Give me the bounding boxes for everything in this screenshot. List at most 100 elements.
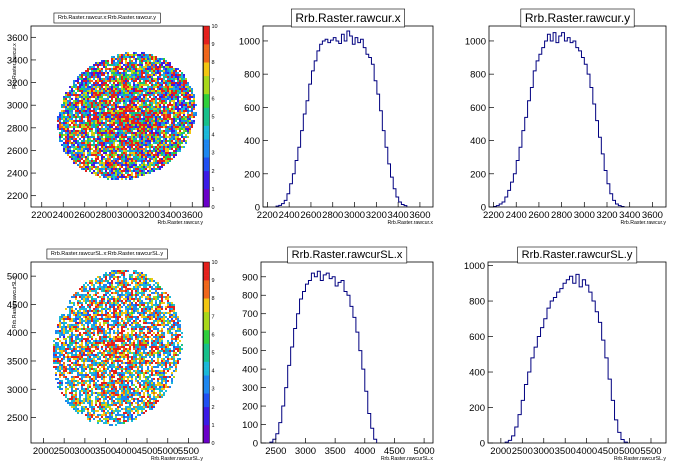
heatmap-cell bbox=[135, 288, 137, 290]
heatmap-cell bbox=[137, 144, 139, 146]
heatmap-cell bbox=[57, 124, 59, 126]
heatmap-cell bbox=[141, 82, 143, 84]
heatmap-cell bbox=[85, 108, 87, 110]
heatmap-cell bbox=[159, 320, 161, 322]
heatmap-cell bbox=[125, 126, 127, 128]
heatmap-cell bbox=[167, 318, 169, 320]
heatmap-cell bbox=[173, 106, 175, 108]
heatmap-cell bbox=[179, 108, 181, 110]
heatmap-cell bbox=[103, 174, 105, 176]
heatmap-cell bbox=[157, 72, 159, 74]
heatmap-cell bbox=[103, 308, 105, 310]
heatmap-cell bbox=[115, 176, 117, 178]
heatmap-cell bbox=[151, 134, 153, 136]
heatmap-cell bbox=[103, 110, 105, 112]
x-tick-label: 3600 bbox=[642, 210, 663, 221]
heatmap-cell bbox=[71, 98, 73, 100]
heatmap-cell bbox=[143, 100, 145, 102]
heatmap-cell bbox=[65, 332, 67, 334]
heatmap-cell bbox=[163, 138, 165, 140]
heatmap-cell bbox=[69, 124, 71, 126]
heatmap-cell bbox=[179, 70, 181, 72]
heatmap-cell bbox=[71, 340, 73, 342]
heatmap-cell bbox=[77, 292, 79, 294]
heatmap-cell bbox=[115, 164, 117, 166]
heatmap-cell bbox=[107, 60, 109, 62]
heatmap-cell bbox=[81, 338, 83, 340]
heatmap-cell bbox=[115, 140, 117, 142]
heatmap-cell bbox=[177, 68, 179, 70]
heatmap-cell bbox=[103, 64, 105, 66]
heatmap-cell bbox=[145, 286, 147, 288]
heatmap-cell bbox=[123, 284, 125, 286]
heatmap-cell bbox=[185, 108, 187, 110]
heatmap-cell bbox=[109, 332, 111, 334]
heatmap-cell bbox=[161, 330, 163, 332]
histogram-bin bbox=[377, 94, 380, 207]
heatmap-cell bbox=[115, 132, 117, 134]
heatmap-cell bbox=[171, 118, 173, 120]
heatmap-cell bbox=[115, 86, 117, 88]
heatmap-cell bbox=[101, 68, 103, 70]
heatmap-cell bbox=[71, 332, 73, 334]
heatmap-cell bbox=[89, 322, 91, 324]
heatmap-cell bbox=[191, 104, 193, 106]
heatmap-cell bbox=[141, 146, 143, 148]
heatmap-cell bbox=[175, 98, 177, 100]
heatmap-cell bbox=[109, 282, 111, 284]
heatmap-cell bbox=[141, 276, 143, 278]
heatmap-cell bbox=[159, 340, 161, 342]
heatmap-cell bbox=[129, 340, 131, 342]
heatmap-cell bbox=[171, 314, 173, 316]
heatmap-cell bbox=[145, 134, 147, 136]
heatmap-cell bbox=[77, 144, 79, 146]
heatmap-cell bbox=[129, 346, 131, 348]
heatmap-cell bbox=[113, 342, 115, 344]
heatmap-cell bbox=[105, 168, 107, 170]
heatmap-cell bbox=[121, 330, 123, 332]
heatmap-cell bbox=[155, 92, 157, 94]
heatmap-cell bbox=[81, 126, 83, 128]
heatmap-cell bbox=[117, 164, 119, 166]
heatmap-cell bbox=[127, 300, 129, 302]
heatmap-cell bbox=[179, 110, 181, 112]
heatmap-cell bbox=[83, 98, 85, 100]
heatmap-cell bbox=[133, 86, 135, 88]
heatmap-cell bbox=[155, 310, 157, 312]
heatmap-cell bbox=[69, 348, 71, 350]
heatmap-cell bbox=[153, 86, 155, 88]
heatmap-cell bbox=[167, 62, 169, 64]
histogram-bin bbox=[508, 190, 511, 207]
heatmap-cell bbox=[163, 346, 165, 348]
heatmap-cell bbox=[115, 88, 117, 90]
heatmap-cell bbox=[169, 308, 171, 310]
heatmap-cell bbox=[145, 136, 147, 138]
heatmap-cell bbox=[157, 58, 159, 60]
heatmap-cell bbox=[101, 174, 103, 176]
heatmap-cell bbox=[151, 116, 153, 118]
heatmap-cell bbox=[143, 110, 145, 112]
heatmap-cell bbox=[101, 80, 103, 82]
heatmap-cell bbox=[141, 126, 143, 128]
heatmap-cell bbox=[83, 116, 85, 118]
heatmap-cell bbox=[167, 148, 169, 150]
heatmap-cell bbox=[157, 306, 159, 308]
heatmap-cell bbox=[129, 92, 131, 94]
heatmap-cell bbox=[107, 280, 109, 282]
heatmap-cell bbox=[157, 104, 159, 106]
heatmap-cell bbox=[63, 124, 65, 126]
heatmap-cell bbox=[147, 98, 149, 100]
heatmap-cell bbox=[59, 354, 61, 356]
heatmap-cell bbox=[105, 322, 107, 324]
heatmap-cell bbox=[125, 298, 127, 300]
heatmap-cell bbox=[129, 58, 131, 60]
heatmap-cell bbox=[131, 172, 133, 174]
heatmap-cell bbox=[185, 118, 187, 120]
heatmap-cell bbox=[99, 304, 101, 306]
heatmap-cell bbox=[165, 296, 167, 298]
heatmap-cell bbox=[155, 58, 157, 60]
heatmap-cell bbox=[125, 104, 127, 106]
heatmap-cell bbox=[99, 350, 101, 352]
heatmap-cell bbox=[135, 76, 137, 78]
heatmap-cell bbox=[85, 282, 87, 284]
